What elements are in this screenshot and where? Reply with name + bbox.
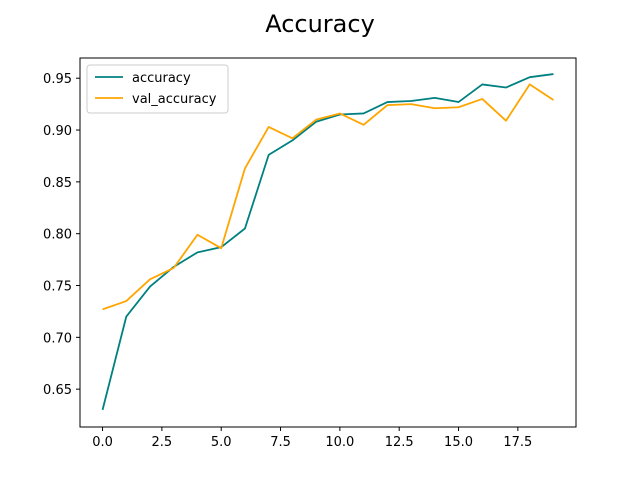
x-tick-label: 17.5	[503, 435, 532, 450]
x-tick-label: 12.5	[385, 435, 414, 450]
x-tick-label: 7.5	[270, 435, 291, 450]
x-tick-label: 2.5	[152, 435, 173, 450]
chart-title: Accuracy	[265, 10, 375, 38]
y-tick-label: 0.70	[43, 331, 72, 346]
y-tick-label: 0.80	[43, 228, 72, 243]
legend: accuracy val_accuracy	[86, 64, 229, 114]
legend-label: val_accuracy	[132, 92, 217, 107]
x-tick-label: 0.0	[92, 435, 113, 450]
series-line-accuracy	[101, 73, 554, 411]
series-line-val-accuracy	[102, 83, 554, 311]
x-tick-label: 10.0	[325, 435, 354, 450]
y-tick-label: 0.75	[43, 280, 72, 295]
plot-frame	[79, 57, 577, 428]
y-tick-label: 0.95	[43, 72, 72, 87]
x-tick-label: 5.0	[211, 435, 232, 450]
y-tick-label: 0.65	[43, 383, 72, 398]
x-tick-label: 15.0	[444, 435, 473, 450]
legend-label: accuracy	[132, 71, 191, 86]
y-tick-label: 0.85	[43, 176, 72, 191]
y-tick-label: 0.90	[43, 124, 72, 139]
